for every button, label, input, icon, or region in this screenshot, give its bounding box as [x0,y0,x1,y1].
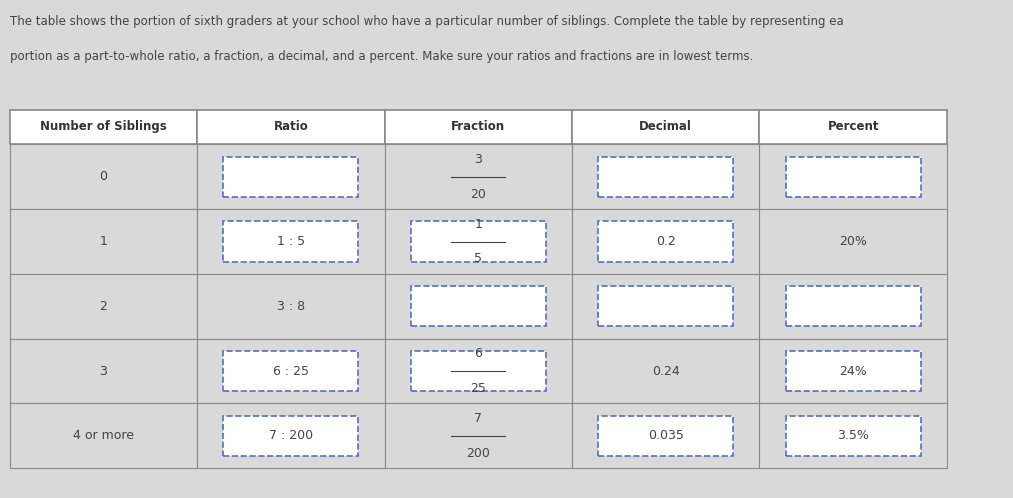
Bar [760,209,947,274]
Bar [599,222,733,261]
Text: 6 : 25: 6 : 25 [272,365,309,377]
Bar [223,416,359,456]
Bar [760,274,947,339]
Text: The table shows the portion of sixth graders at your school who have a particula: The table shows the portion of sixth gra… [9,15,843,28]
Text: 3: 3 [474,153,482,166]
Bar [198,403,385,468]
Bar [599,286,733,326]
Bar [760,110,947,144]
Bar [572,339,760,403]
Text: Decimal: Decimal [639,121,692,133]
Bar [572,144,760,209]
Bar [760,144,947,209]
Bar [572,403,760,468]
Text: Fraction: Fraction [451,121,505,133]
Text: 4 or more: 4 or more [73,429,134,442]
Bar [9,110,198,144]
Bar [786,416,921,456]
Bar [786,157,921,197]
Text: Percent: Percent [828,121,879,133]
Text: 7: 7 [474,412,482,425]
Text: portion as a part-to-whole ratio, a fraction, a decimal, and a percent. Make sur: portion as a part-to-whole ratio, a frac… [9,50,753,63]
Bar [198,110,385,144]
Bar [385,144,572,209]
Bar [572,209,760,274]
Text: 1: 1 [99,235,107,248]
Text: 1: 1 [474,218,482,231]
Bar [198,144,385,209]
Text: 24%: 24% [840,365,867,377]
Text: 0.24: 0.24 [651,365,680,377]
Bar [223,351,359,391]
Text: Ratio: Ratio [274,121,308,133]
Text: 5: 5 [474,252,482,265]
Bar [385,403,572,468]
Bar [385,274,572,339]
Bar [385,110,572,144]
Text: 200: 200 [466,447,490,460]
Bar [760,403,947,468]
Bar [572,110,760,144]
Bar [786,286,921,326]
Text: 25: 25 [470,382,486,395]
Text: 6: 6 [474,347,482,360]
Bar [223,157,359,197]
Bar [198,274,385,339]
Bar [410,286,546,326]
Bar [786,351,921,391]
Bar [9,339,198,403]
Text: 3 : 8: 3 : 8 [277,300,305,313]
Text: 20: 20 [470,188,486,201]
Text: 1 : 5: 1 : 5 [277,235,305,248]
Bar [572,274,760,339]
Bar [599,416,733,456]
Bar [223,222,359,261]
Text: 20%: 20% [839,235,867,248]
Bar [760,339,947,403]
Bar [9,274,198,339]
Bar [9,209,198,274]
Text: 3: 3 [99,365,107,377]
Bar [385,339,572,403]
Text: 0: 0 [99,170,107,183]
Bar [198,209,385,274]
Bar [599,157,733,197]
Text: 7 : 200: 7 : 200 [268,429,313,442]
Bar [198,339,385,403]
Bar [9,144,198,209]
Bar [9,403,198,468]
Bar [410,222,546,261]
Text: 3.5%: 3.5% [837,429,869,442]
Text: 2: 2 [99,300,107,313]
Text: Number of Siblings: Number of Siblings [40,121,167,133]
Bar [385,209,572,274]
Bar [410,351,546,391]
Text: 0.035: 0.035 [647,429,684,442]
Text: 0.2: 0.2 [655,235,676,248]
